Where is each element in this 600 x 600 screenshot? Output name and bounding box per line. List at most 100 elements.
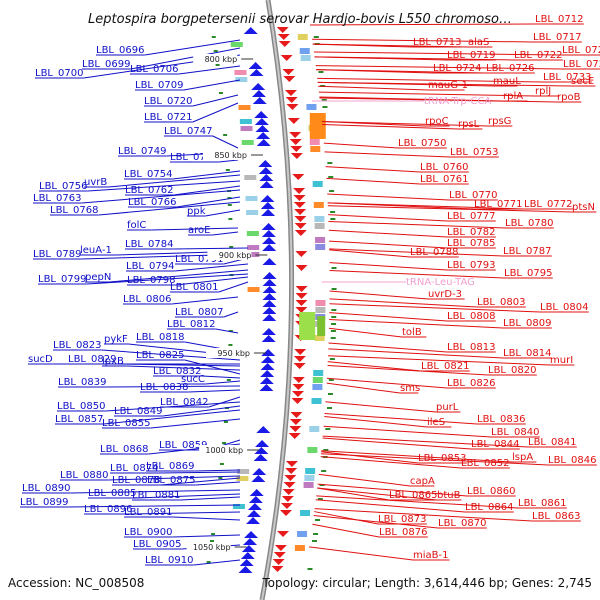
right-gene-label: LBL_0813: [447, 342, 495, 353]
reverse-gene-arrow: [259, 174, 274, 181]
kbp-label-bg: [207, 250, 252, 260]
forward-gene-arrow: [285, 468, 298, 474]
reverse-gene-arrow: [256, 426, 271, 433]
left-gene-label: ppk: [187, 206, 206, 217]
left-gene-label: LBL_0842: [160, 397, 208, 408]
left-label-leader: [193, 559, 241, 566]
green-dot: [331, 288, 337, 290]
left-label-leader: [174, 263, 249, 272]
left-label-leader: [212, 231, 239, 236]
reverse-gene-arrow: [252, 468, 267, 475]
topology-text: Topology: circular; Length: 3,614,446 bp…: [261, 576, 592, 590]
green-dot: [331, 323, 337, 325]
green-dot: [317, 498, 323, 500]
green-dot: [331, 309, 337, 311]
left-gene-label: LBL_0812: [167, 319, 215, 330]
left-label-leader: [160, 477, 241, 486]
kbp-label-bg: [186, 542, 231, 552]
right-gene-label: LBL_0853: [418, 453, 466, 464]
right-gene-label: rpsG: [488, 116, 511, 127]
left-label-leader: [188, 389, 241, 393]
left-gene-label: LBL_0825: [136, 350, 184, 361]
right-label-leader: [314, 56, 448, 61]
left-label-leader: [116, 363, 241, 367]
left-label-leader: [68, 504, 241, 508]
green-dot: [222, 442, 227, 444]
left-label-leader: [192, 94, 239, 107]
feature-box: [234, 70, 247, 75]
feature-box: [245, 196, 258, 201]
green-dot: [330, 218, 336, 220]
feature-box: [240, 126, 253, 131]
left-label-leader: [132, 511, 241, 515]
right-label-leader: [329, 248, 504, 257]
reverse-gene-arrow: [256, 139, 271, 146]
right-label-leader: [321, 450, 513, 463]
kbp-label: 850 kbp: [214, 151, 247, 160]
reverse-gene-arrow: [246, 517, 261, 524]
left-gene-label: LBL_0880: [60, 470, 108, 481]
feature-box: [309, 139, 320, 145]
feature-box: [246, 210, 259, 215]
right-gene-label: LBL_0753: [450, 147, 498, 158]
left-gene-label: leuA-1: [80, 245, 112, 256]
green-dot: [322, 106, 328, 108]
left-label-leader: [87, 180, 241, 192]
reverse-gene-arrow: [241, 545, 256, 552]
green-dot: [329, 358, 335, 360]
right-label-leader: [316, 495, 519, 509]
green-dot: [325, 428, 331, 430]
forward-gene-arrow: [285, 461, 298, 467]
left-gene-label: LBL_0891: [124, 507, 172, 518]
feature-box: [306, 104, 317, 110]
reverse-gene-arrow: [251, 475, 266, 482]
reverse-gene-arrow: [254, 111, 269, 118]
forward-gene-arrow: [287, 118, 300, 124]
feature-box: [312, 181, 323, 187]
right-gene-label: LBL_0713: [413, 37, 461, 48]
right-label-leader: [318, 91, 536, 97]
feature-box: [314, 335, 325, 341]
forward-gene-arrow: [277, 34, 290, 40]
reverse-gene-arrow: [247, 503, 262, 510]
feature-box: [312, 384, 323, 390]
green-dot: [223, 134, 228, 136]
right-gene-label: LBL_0722: [514, 50, 562, 61]
green-dot: [227, 204, 232, 206]
forward-gene-arrow: [277, 531, 290, 537]
right-gene-label: LBL_0861: [518, 498, 566, 509]
left-label-leader: [192, 102, 239, 123]
green-dot: [228, 218, 233, 220]
kbp-label: 900 kbp: [219, 251, 252, 260]
right-gene-label: LBL_0826: [447, 378, 495, 389]
feature-box: [300, 510, 311, 516]
green-dot: [219, 463, 224, 465]
left-gene-label: LBL_0751: [170, 152, 218, 163]
feature-box: [299, 48, 310, 54]
left-label-leader: [195, 481, 241, 486]
forward-gene-arrow: [282, 69, 295, 75]
left-gene-label: LBL_0791: [175, 254, 223, 265]
reverse-gene-arrow: [262, 314, 277, 321]
forward-gene-arrow: [282, 489, 295, 495]
feature-box: [297, 531, 308, 537]
right-label-leader: [313, 514, 439, 529]
left-gene-label: LBL_0905: [133, 539, 181, 550]
right-label-leader: [325, 166, 421, 173]
feature-box: [307, 447, 318, 453]
left-label-leader: [162, 405, 241, 417]
left-gene-label: LBL_0762: [125, 185, 173, 196]
right-label-leader: [320, 456, 462, 469]
right-label-leader: [318, 473, 411, 487]
kbp-label-bg: [193, 54, 238, 64]
green-dot: [331, 316, 337, 318]
feature-box: [232, 504, 245, 509]
right-gene-label: mauG-1: [428, 80, 468, 91]
forward-gene-arrow: [271, 566, 284, 572]
reverse-gene-arrow: [262, 307, 277, 314]
reverse-gene-arrow: [262, 237, 277, 244]
forward-gene-arrow: [294, 216, 307, 222]
feature-box: [236, 476, 249, 481]
backbone-highlight: [261, 0, 293, 600]
left-gene-label: uvrB: [84, 177, 107, 188]
